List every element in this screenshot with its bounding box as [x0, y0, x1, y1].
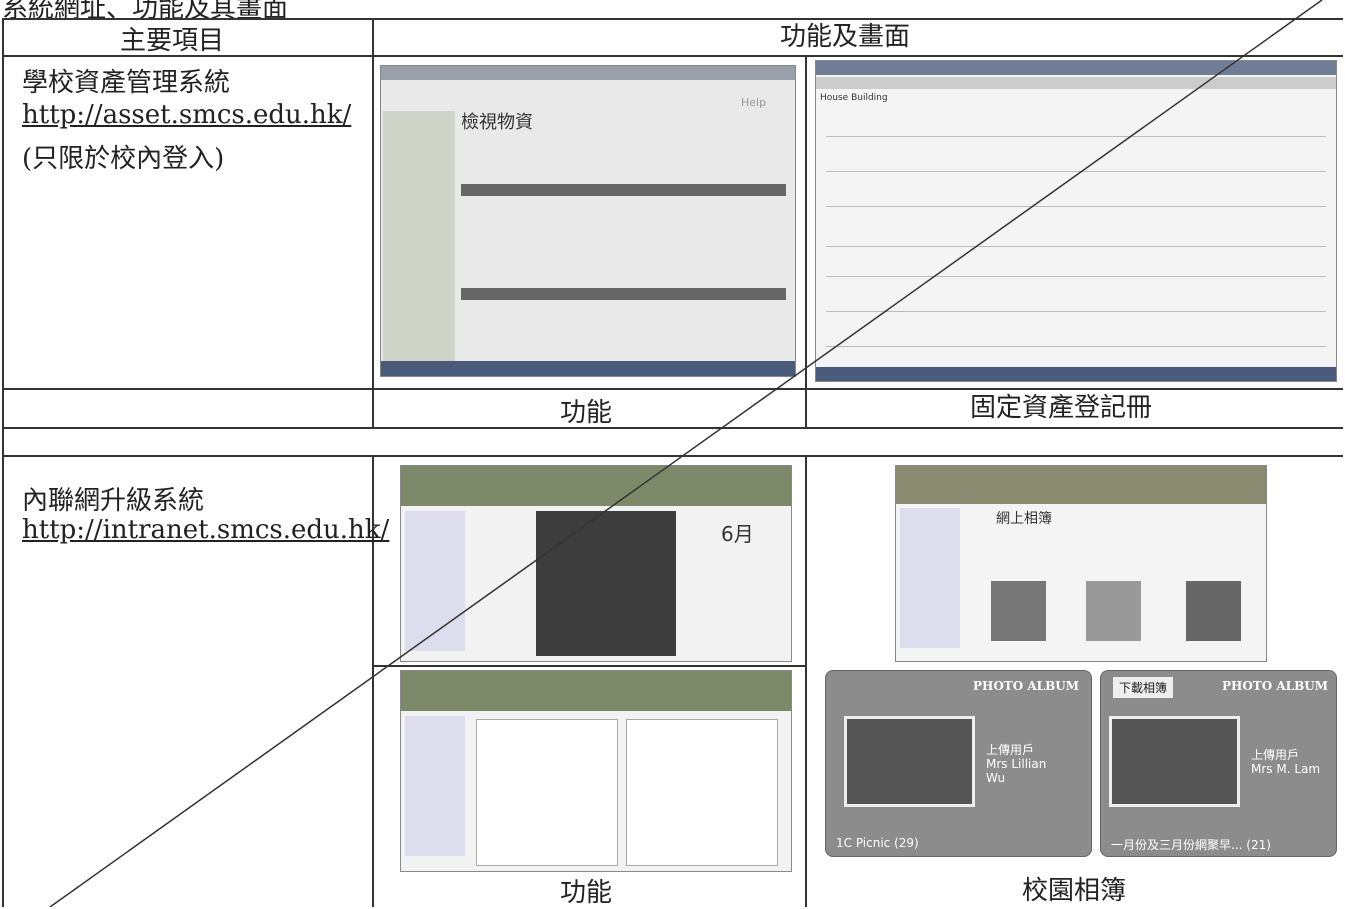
- rule: [372, 665, 805, 667]
- thumb: [1086, 581, 1141, 641]
- item-name: 內聯網升級系統: [22, 486, 205, 516]
- video-panel: [536, 511, 676, 656]
- screenshot: 網上相簿: [895, 465, 1267, 662]
- header-bar: [401, 671, 791, 711]
- taskbar: [816, 367, 1336, 381]
- row-line: [826, 311, 1326, 312]
- header-cell: 主要項目: [120, 26, 225, 56]
- album-name: 1C Picnic (29): [836, 836, 919, 850]
- download-button[interactable]: 下載相簿: [1113, 677, 1174, 698]
- item-name: 學校資產管理系統: [22, 68, 231, 98]
- item-url[interactable]: http://intranet.smcs.edu.hk/: [22, 515, 390, 545]
- uploader-name: Mrs M. Lam: [1251, 762, 1321, 776]
- browser-bar: [816, 61, 1336, 75]
- rule: [2, 427, 1343, 429]
- diagonal: [49, 0, 1323, 907]
- sidebar: [405, 716, 465, 856]
- help: Help: [741, 96, 767, 109]
- screenshot: 檢視物資 Help: [380, 65, 796, 377]
- screen-heading: House Building: [820, 93, 888, 103]
- album-photo: [844, 716, 975, 807]
- panel: [476, 719, 618, 866]
- month: 6月: [721, 522, 754, 546]
- header-cell: 功能及畫面: [780, 22, 911, 52]
- row-line: [826, 346, 1326, 347]
- header-bar: [401, 466, 791, 506]
- item-url[interactable]: http://asset.smcs.edu.hk/: [22, 100, 352, 130]
- uploader-name: Mrs Lillian Wu: [986, 757, 1047, 785]
- album-card: PHOTO ALBUM 上傳用戶 Mrs Lillian Wu 1C Picni…: [825, 670, 1092, 857]
- sidebar: [383, 111, 455, 361]
- screenshot: House Building: [815, 60, 1337, 382]
- section-bar: [461, 288, 786, 300]
- rule: [372, 455, 374, 907]
- row-line: [826, 171, 1326, 172]
- row-line: [826, 136, 1326, 137]
- thumb: [1186, 581, 1241, 641]
- uploader: 上傳用戶: [986, 743, 1035, 757]
- section-bar: [461, 184, 786, 196]
- screenshot: [400, 670, 792, 872]
- thumb: [991, 581, 1046, 641]
- album-photo: [1109, 716, 1240, 807]
- row-line: [826, 246, 1326, 247]
- toolbar: [816, 77, 1336, 89]
- album-name: 一月份及三月份網聚早... (21): [1111, 838, 1271, 852]
- taskbar: [381, 361, 795, 376]
- caption: 功能: [560, 398, 613, 428]
- album-card: 下載相簿 PHOTO ALBUM 上傳用戶 Mrs M. Lam 一月份及三月份…: [1100, 670, 1337, 857]
- caption: 固定資產登記冊: [970, 393, 1153, 423]
- panel: [626, 719, 778, 866]
- rule: [372, 18, 374, 428]
- rule: [805, 55, 807, 428]
- album-badge: PHOTO ALBUM: [972, 679, 1079, 693]
- sidebar: [405, 511, 465, 651]
- row-line: [826, 206, 1326, 207]
- rule: [2, 388, 1343, 390]
- rule: [2, 455, 1343, 457]
- rule: [2, 18, 4, 907]
- caption: 校園相簿: [1022, 876, 1127, 906]
- uploader: 上傳用戶: [1251, 748, 1300, 762]
- rule: [2, 55, 1343, 57]
- album-page-title: 網上相簿: [996, 511, 1052, 527]
- caption: 功能: [560, 878, 613, 908]
- browser-bar: [381, 66, 795, 80]
- album-badge: PHOTO ALBUM: [1221, 679, 1328, 693]
- screen-title: 檢視物資: [461, 112, 533, 133]
- rule: [805, 455, 807, 907]
- item-note: (只限於校內登入): [22, 144, 225, 174]
- rule: [2, 18, 1343, 20]
- row-line: [826, 276, 1326, 277]
- sidebar: [900, 508, 960, 648]
- screenshot: 6月: [400, 465, 792, 662]
- page-title: 系統網址、功能及其畫面: [2, 0, 289, 24]
- header-bar: [896, 466, 1266, 504]
